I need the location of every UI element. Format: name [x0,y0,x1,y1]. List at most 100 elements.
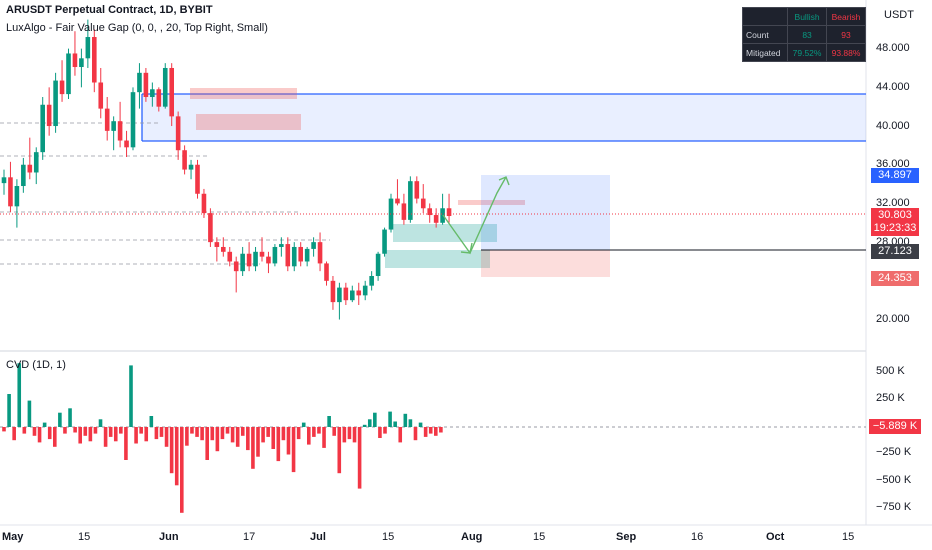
cvd-bar [398,427,403,443]
cvd-bar [373,412,377,427]
cvd-bar [210,427,215,441]
cvd-bar [58,412,62,427]
bar-countdown-badge: 19:23:33 [871,221,919,236]
x-tick: Aug [461,531,483,543]
symbol-title[interactable]: ARUSDT Perpetual Contract, 1D, BYBIT [6,4,213,16]
candle-body [395,198,400,204]
cvd-bar [225,427,230,434]
candle-body [156,89,162,107]
candle-body [214,242,220,247]
cvd-bar [68,408,72,427]
price-tick: 36.000 [876,158,910,170]
cvd-bar [220,427,225,440]
indicator-title[interactable]: LuxAlgo - Fair Value Gap (0, 0, , 20, To… [6,22,268,34]
candle-body [401,203,407,220]
cvd-bar [154,427,159,440]
projection-path [442,176,507,255]
candle-body [427,208,432,216]
stats-row-label: Mitigated [741,43,789,62]
x-tick: 16 [691,531,704,543]
cvd-bar [413,427,418,441]
candle-body [311,242,316,249]
candle-body [85,37,91,59]
candle-body [369,275,374,286]
candle-body [40,104,45,153]
x-tick: 15 [382,531,395,543]
candle-body [46,104,52,127]
cvd-tick: −250 K [876,446,912,458]
cvd-bar [230,427,235,443]
candle-body [375,253,381,276]
cvd-bar [129,365,133,427]
stats-corner [741,7,789,26]
candle-body [350,290,355,301]
cvd-bar [73,427,77,433]
cvd-indicator-title[interactable]: CVD (1D, 1) [6,359,66,371]
candle-body [291,246,297,267]
cvd-bar [149,416,154,427]
cvd-bar [180,427,184,513]
last-price-badge: 30.803 [871,208,919,223]
cvd-bar [276,427,281,462]
cvd-bar [169,427,174,474]
cvd-bar [251,427,255,469]
candle-body [266,256,271,264]
x-tick: 17 [243,531,256,543]
candle-body [279,244,284,247]
candle-body [188,164,194,170]
candle-body [272,246,278,264]
cvd-bar [47,427,52,440]
price-tick: 20.000 [876,313,910,325]
candle-body [162,67,168,107]
cvd-bar [423,427,428,437]
stats-mitigated-bullish: 79.52% [787,43,828,62]
cvd-bar [403,413,408,427]
stats-count-bullish: 83 [787,25,828,44]
cvd-bar [337,427,342,474]
candle-body [285,244,291,267]
price-tick: 32.000 [876,197,910,209]
cvd-bar [296,427,301,440]
candle-body [137,72,142,93]
candle-body [130,92,136,148]
cvd-tick: −750 K [876,501,912,513]
candle-body [143,72,149,98]
candle-body [111,121,116,131]
candle-body [414,181,420,199]
cvd-bar [281,427,286,441]
candle-body [92,37,97,83]
candle-body [27,164,33,173]
candle-body [324,263,329,281]
fvg-bullish-box [385,250,490,268]
price-tick: 40.000 [876,120,910,132]
candle-body [246,253,252,267]
x-tick: Jul [310,531,326,543]
cvd-last-badge: −5.889 K [869,419,921,434]
x-tick: Jun [159,531,179,543]
candle-body [8,177,13,207]
cvd-bar [418,422,423,427]
cvd-bar [119,427,123,434]
candle-body [201,193,207,214]
candle-body [240,253,245,272]
cvd-bar [185,427,189,446]
candle-body [66,53,71,95]
cvd-bar [393,421,397,427]
stats-col-bullish: Bullish [787,7,828,26]
candle-body [53,80,58,127]
fvg-bullish-box [393,224,497,242]
cvd-bar [322,427,326,448]
cvd-bar [256,427,260,457]
candle-body [356,290,362,296]
candle-body [117,121,123,141]
cvd-bar [261,427,265,443]
cvd-bar [78,427,82,444]
cvd-bar [266,427,270,437]
stats-count-bearish: 93 [826,25,866,44]
stats-mitigated-bearish: 93.88% [826,43,866,62]
cvd-bar [37,427,42,443]
currency-label[interactable]: USDT [884,9,914,21]
candle-body [104,108,110,131]
fvg-bearish-box [190,88,297,99]
